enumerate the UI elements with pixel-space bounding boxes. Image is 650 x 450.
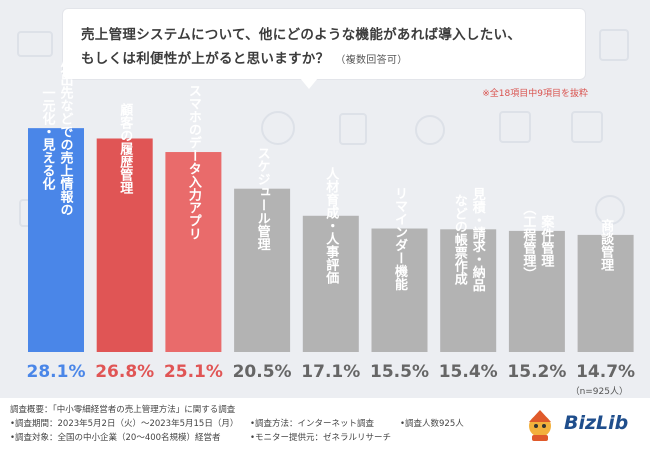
bar-8 — [508, 230, 565, 352]
respondent-count: •調査人数925人 — [400, 419, 464, 429]
logo-text: BizLib — [564, 412, 629, 434]
bar-label-4-line-1: スケジュール管理 — [255, 147, 271, 251]
bar-label-1-line-2: 一元化・見える化 — [40, 86, 57, 191]
mascot-icon — [529, 410, 551, 441]
bar-label-8-line-1: 案件管理 — [538, 214, 555, 267]
bar-label-2-line-1: 顧客の履歴管理 — [117, 102, 133, 194]
bar-label-3-line-1: スマホのデータ入力アプリ — [186, 84, 202, 240]
bar-9 — [577, 234, 634, 352]
bar-3 — [165, 152, 222, 352]
bar-1 — [28, 128, 84, 352]
bubble-tail — [300, 78, 318, 89]
survey-summary: 調査概要：「中小零細経営者の売上管理方法」に関する調査 — [10, 405, 236, 415]
value-label-3: 25.1% — [164, 362, 223, 382]
bar-label-7-line-2: などの帳票作成 — [452, 194, 468, 286]
question-line-2: もしくは利便性が上がると思いますか？ （複数回答可） — [81, 47, 408, 67]
value-label-7: 15.4% — [439, 362, 498, 382]
bar-label-8-line-2: （工程管理） — [520, 202, 537, 280]
bar-4 — [234, 188, 291, 352]
bar-label-7-line-1: 見積・請求・納品 — [470, 187, 487, 292]
question-line-2-text: もしくは利便性が上がると思いますか？ — [81, 51, 330, 67]
sample-size-label: （n=925人） — [570, 387, 628, 397]
question-line-1: 売上管理システムについて、他にどのような機能があれば導入したい、 — [81, 27, 522, 43]
bar-label-9-line-1: 商談管理 — [598, 218, 614, 271]
question-bubble: 売上管理システムについて、他にどのような機能があれば導入したい、 もしくは利便性… — [62, 8, 586, 80]
bizlib-logo: BizLib — [520, 404, 630, 444]
bar-6 — [371, 228, 428, 352]
survey-method: •調査方法：インターネット調査 — [250, 419, 375, 429]
survey-period: •調査期間：2023年5月2日（火）〜2023年5月15日（月） — [10, 419, 239, 429]
bar-7 — [440, 229, 497, 352]
value-label-8: 15.2% — [507, 362, 566, 382]
value-label-9: 14.7% — [576, 362, 635, 382]
question-note: （複数回答可） — [335, 55, 408, 66]
bar-label-6-line-1: リマインダー機能 — [392, 187, 408, 292]
value-label-1: 28.1% — [27, 362, 86, 382]
survey-target: •調査対象：全国の中小企業（20〜400名規模）経営者 — [10, 433, 221, 443]
survey-footer: 調査概要：「中小零細経営者の売上管理方法」に関する調査 •調査期間：2023年5… — [0, 398, 650, 450]
value-label-5: 17.1% — [301, 362, 360, 382]
value-label-4: 20.5% — [233, 362, 292, 382]
value-label-2: 26.8% — [95, 362, 154, 382]
bar-5 — [302, 215, 359, 352]
excerpt-note: ※全18項目中9項目を抜粋 — [482, 89, 588, 99]
monitor-provider: •モニター提供元：ゼネラルリサーチ — [250, 433, 392, 443]
bar-label-5-line-1: 人材育成・人事評価 — [323, 167, 340, 286]
bar-label-1-line-1: 外出先などでの売上情報の — [58, 60, 75, 217]
bar-2 — [96, 138, 153, 352]
value-label-6: 15.5% — [370, 362, 429, 382]
